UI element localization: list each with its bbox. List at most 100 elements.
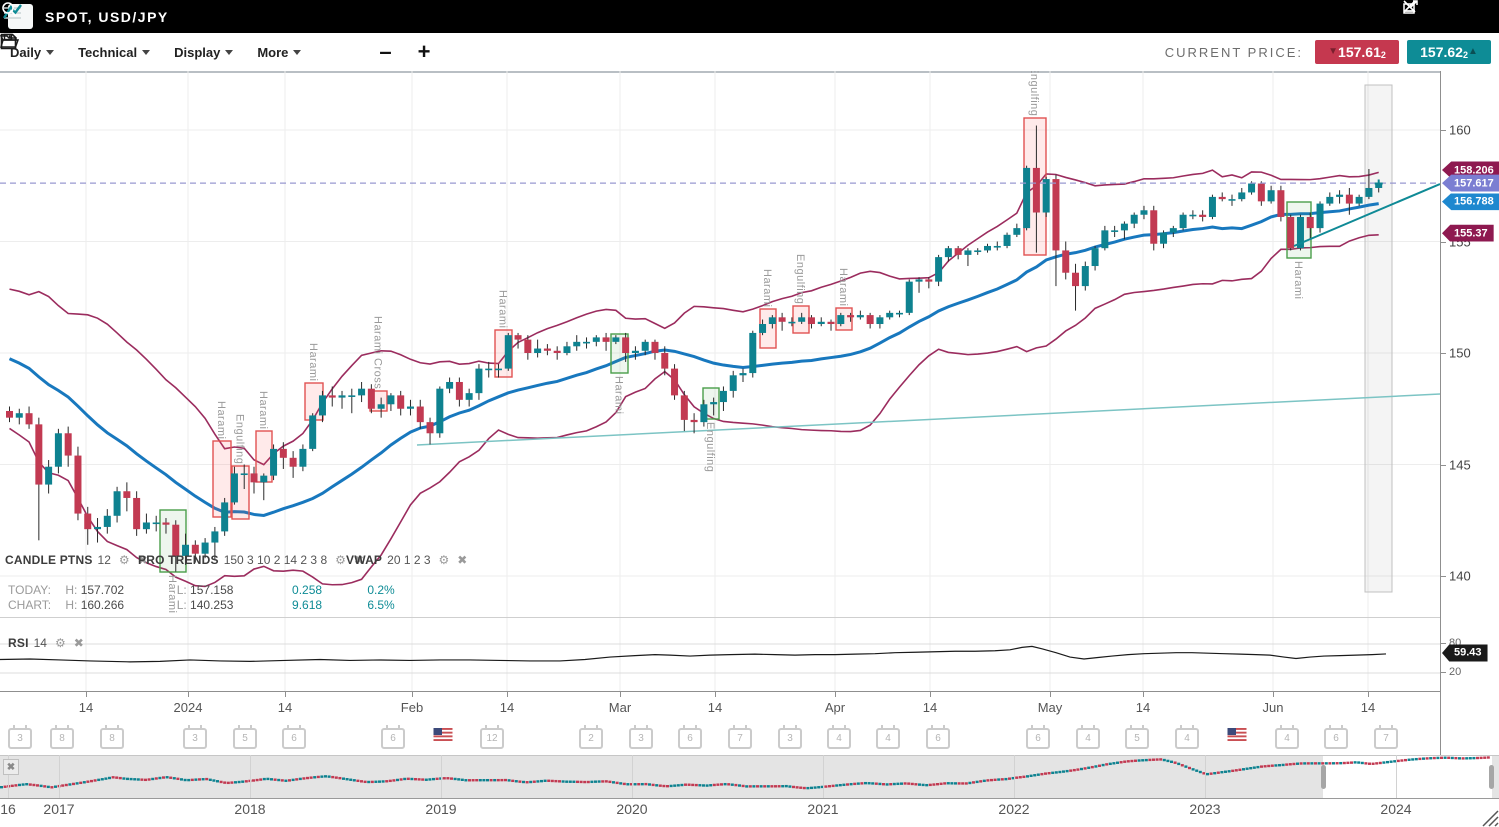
gear-icon[interactable]: ⚙ (335, 553, 346, 567)
navigator-right-handle[interactable] (1489, 765, 1494, 789)
navigator-bar (374, 780, 378, 783)
calendar-event-icon[interactable]: 8 (100, 725, 124, 749)
gear-icon[interactable]: ⚙ (438, 553, 450, 567)
calendar-event-icon[interactable]: 6 (282, 725, 306, 749)
navigator-bar (93, 779, 97, 782)
navigator-bar (1396, 759, 1400, 763)
chevron-down-icon (46, 49, 55, 55)
calendar-event-icon[interactable]: 4 (827, 725, 851, 749)
calendar-event-icon[interactable]: 6 (1324, 725, 1348, 749)
navigator-left-handle[interactable] (1321, 765, 1326, 789)
zoom-in-button[interactable]: + (417, 39, 431, 64)
candle-body (152, 522, 160, 525)
calendar-event-icon[interactable]: 4 (1076, 725, 1100, 749)
us-flag-icon[interactable] (433, 728, 453, 741)
more-menu[interactable]: More (257, 45, 302, 60)
remove-indicator-icon[interactable]: ✖ (73, 636, 84, 650)
calendar-event-icon[interactable]: 3 (629, 725, 653, 749)
calendar-event-icon[interactable]: 6 (926, 725, 950, 749)
calendar-event-icon[interactable]: 4 (1275, 725, 1299, 749)
calendar-event-icon[interactable]: 3 (778, 725, 802, 749)
candle-body (876, 317, 884, 325)
x-axis-tick (835, 692, 836, 697)
navigator-bar (378, 780, 381, 783)
navigator-bar (828, 785, 831, 788)
navigator-bar (871, 782, 875, 785)
navigator-bar (561, 780, 565, 783)
navigator-bar (655, 784, 659, 787)
candle-body (201, 542, 209, 554)
navigator-bar (939, 782, 943, 786)
bid-fraction: 2 (1380, 49, 1386, 60)
navigator-bar (1432, 756, 1436, 760)
navigator-bar (777, 785, 781, 788)
x-axis-label: Feb (400, 700, 424, 715)
calendar-event-icon[interactable]: 6 (678, 725, 702, 749)
navigator-bar (1018, 776, 1022, 779)
calendar-event-icon[interactable]: 12 (480, 725, 504, 749)
navigator-bar (1036, 773, 1040, 776)
calendar-event-icon[interactable]: 6 (1026, 725, 1050, 749)
price-axis[interactable]: 1601551501451408020158.206157.617156.788… (1440, 71, 1499, 755)
calendar-event-icon[interactable]: 6 (381, 725, 405, 749)
gear-icon[interactable]: ⚙ (118, 553, 130, 567)
close-icon[interactable] (1403, 0, 1489, 26)
calendar-event-icon[interactable]: 5 (1125, 725, 1149, 749)
calendar-event-icon[interactable]: 5 (233, 725, 257, 749)
remove-indicator-icon[interactable]: ✖ (457, 553, 468, 567)
zoom-out-button[interactable]: – (379, 39, 392, 64)
resize-handle-icon[interactable] (1477, 807, 1499, 827)
navigator-bar (993, 778, 997, 782)
sell-price-button[interactable]: ▼ 157.61 2 (1315, 40, 1399, 64)
navigator-bar (169, 776, 173, 779)
navigator-bar (874, 782, 878, 785)
calendar-event-icon[interactable]: 7 (1374, 725, 1398, 749)
gear-icon[interactable]: ⚙ (54, 636, 66, 650)
calendar-event-icon[interactable]: 7 (728, 725, 752, 749)
pattern-label: Harami (761, 268, 773, 307)
candle-body (1267, 190, 1275, 202)
candle-body (495, 368, 502, 371)
navigator-bar (1141, 759, 1145, 762)
navigator-bar (932, 783, 936, 786)
navigator-bar (1224, 770, 1227, 773)
navigator-bar (1350, 761, 1353, 764)
calendar-event-icon[interactable]: 3 (8, 725, 32, 749)
candle-body (338, 395, 346, 398)
popout-icon[interactable] (1403, 0, 1455, 26)
vwap-line (416, 393, 1440, 446)
navigator-bar (352, 779, 356, 782)
navigator-bar (1184, 765, 1188, 768)
navigator-bar (529, 780, 533, 784)
navigator-bar (432, 777, 435, 781)
calendar-event-icon[interactable]: 4 (1175, 725, 1199, 749)
navigator-bar (154, 777, 158, 780)
navigator-bar (882, 783, 885, 786)
calendar-event-icon[interactable]: 4 (876, 725, 900, 749)
navigator-bar (640, 782, 644, 786)
technical-menu[interactable]: Technical (78, 45, 151, 60)
price-chart-panel[interactable]: Harami Harami Engulfing Harami Harami Harami … (0, 71, 1440, 617)
x-axis-label: 14 (1135, 700, 1151, 715)
candle-body (866, 315, 874, 325)
price-badge: 157.617 (1442, 174, 1499, 192)
buy-price-button[interactable]: 157.62 2 ▲ (1407, 40, 1491, 64)
timeline-navigator[interactable]: ✖ (0, 755, 1499, 799)
navigator-bar (126, 777, 129, 781)
timeframe-menu[interactable]: Daily (10, 45, 55, 60)
us-flag-icon[interactable] (1227, 728, 1247, 741)
calendar-event-icon[interactable]: 8 (50, 725, 74, 749)
candle-body (485, 368, 493, 371)
navigator-bar (1177, 762, 1181, 766)
candle-body (583, 341, 591, 344)
candle-body (622, 337, 630, 353)
rsi-panel[interactable]: RSI 14 ⚙ ✖ (0, 617, 1440, 692)
candle-body (1355, 196, 1363, 204)
navigator-close-icon[interactable]: ✖ (3, 759, 19, 775)
remove-indicator-icon[interactable]: ✖ (137, 553, 148, 567)
calendar-event-icon[interactable]: 2 (579, 725, 603, 749)
display-menu[interactable]: Display (174, 45, 234, 60)
navigator-year-label: 2022 (998, 801, 1030, 817)
calendar-event-icon[interactable]: 3 (183, 725, 207, 749)
remove-indicator-icon[interactable]: ✖ (353, 553, 364, 567)
